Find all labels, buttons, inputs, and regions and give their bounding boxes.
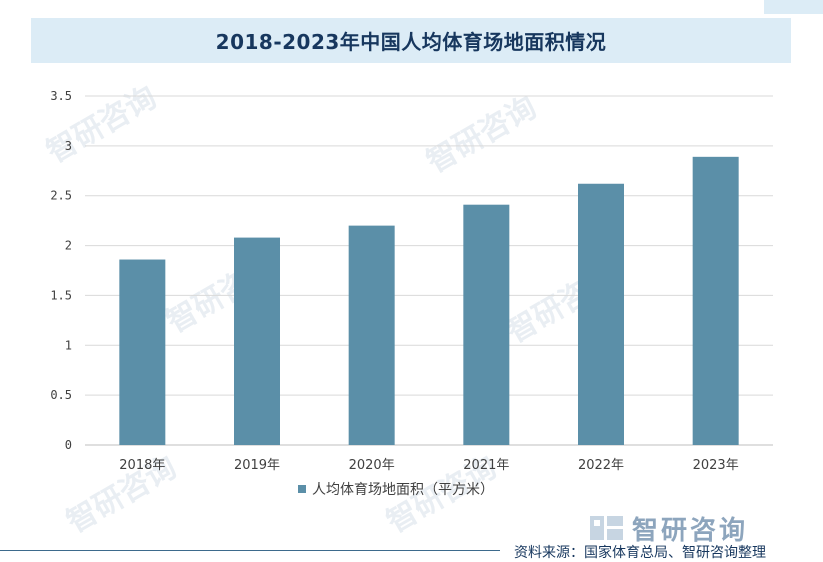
bar xyxy=(463,204,510,445)
y-tick-label: 1 xyxy=(65,338,72,352)
y-tick-label: 2 xyxy=(65,239,72,253)
bars xyxy=(119,156,739,445)
legend: 人均体育场地面积（平方米） xyxy=(298,482,494,498)
legend-label: 人均体育场地面积（平方米） xyxy=(312,482,494,498)
x-tick-label: 2018年 xyxy=(119,458,165,473)
footer-divider xyxy=(0,550,500,551)
corner-accent-bar xyxy=(764,0,823,14)
y-tick-label: 0 xyxy=(65,438,72,452)
x-tick-label: 2021年 xyxy=(463,458,509,473)
gridlines xyxy=(85,95,773,446)
legend-swatch xyxy=(298,485,306,493)
chart-title: 2018-2023年中国人均体育场地面积情况 xyxy=(215,30,607,54)
bar xyxy=(578,183,624,445)
y-tick-label: 3 xyxy=(65,139,72,153)
bar xyxy=(692,156,739,445)
brand-logo-icon xyxy=(590,516,623,540)
x-axis-ticks: 2018年 2019年 2020年 2021年 2022年 2023年 xyxy=(119,458,738,473)
bar xyxy=(234,237,280,445)
x-tick-label: 2020年 xyxy=(349,458,395,473)
bar xyxy=(119,259,166,445)
title-band: 2018-2023年中国人均体育场地面积情况 xyxy=(31,18,791,63)
x-tick-label: 2023年 xyxy=(693,458,739,473)
x-tick-label: 2019年 xyxy=(234,458,280,473)
source-note: 资料来源：国家体育总局、智研咨询整理 xyxy=(514,545,766,561)
brand-logo-block: 智研咨询 xyxy=(590,512,749,546)
y-axis-ticks: 0 0.5 1 1.5 2 2.5 3 3.5 xyxy=(50,89,72,452)
y-tick-label: 0.5 xyxy=(50,388,72,402)
x-tick-label: 2022年 xyxy=(578,458,624,473)
y-tick-label: 1.5 xyxy=(50,288,72,302)
brand-name: 智研咨询 xyxy=(632,515,749,546)
y-tick-label: 2.5 xyxy=(50,189,72,203)
y-tick-label: 3.5 xyxy=(50,89,72,103)
bar xyxy=(348,225,395,445)
